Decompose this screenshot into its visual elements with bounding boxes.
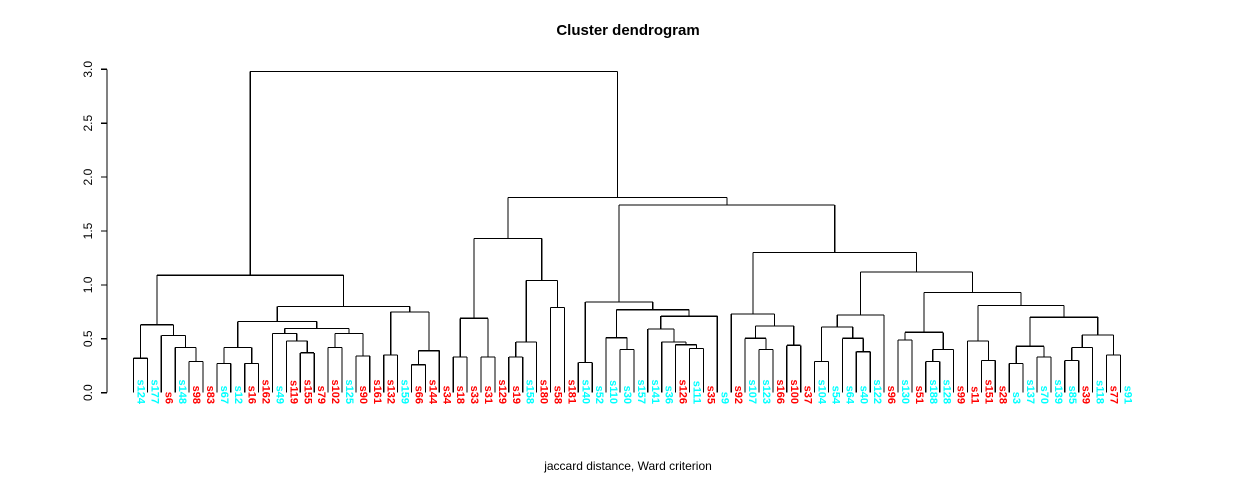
leaf-label: s79 bbox=[315, 386, 327, 404]
leaf-label: s107 bbox=[746, 380, 758, 404]
leaf-label: s102 bbox=[329, 380, 341, 404]
leaf-label: s70 bbox=[1038, 386, 1050, 404]
leaf-label: s83 bbox=[204, 386, 216, 404]
leaf-label: s157 bbox=[635, 380, 647, 404]
leaf-label: s64 bbox=[843, 386, 855, 405]
leaf-label: s122 bbox=[871, 380, 883, 404]
x-axis-caption: jaccard distance, Ward criterion bbox=[544, 459, 712, 473]
leaf-label: s85 bbox=[1066, 386, 1078, 404]
leaf-label: s141 bbox=[649, 380, 661, 404]
leaf-label: s31 bbox=[482, 386, 494, 404]
leaf-label: s155 bbox=[301, 380, 313, 404]
leaf-label: s118 bbox=[1094, 380, 1106, 404]
leaf-label: s51 bbox=[913, 386, 925, 404]
y-axis-tick-label: 3.0 bbox=[81, 61, 95, 78]
leaf-label: s100 bbox=[788, 380, 800, 404]
leaf-label: s35 bbox=[704, 386, 716, 404]
leaf-label: s11 bbox=[969, 386, 981, 404]
leaf-label: s91 bbox=[1121, 386, 1133, 404]
leaf-label: s18 bbox=[454, 386, 466, 404]
leaf-label: s34 bbox=[440, 386, 452, 405]
leaf-label: s9 bbox=[718, 392, 730, 404]
leaf-label: s6 bbox=[162, 392, 174, 404]
leaf-label: s39 bbox=[1080, 386, 1092, 404]
y-axis-tick-label: 2.0 bbox=[81, 168, 95, 185]
y-axis-tick-label: 1.0 bbox=[81, 276, 95, 293]
leaf-label: s67 bbox=[218, 386, 230, 404]
leaf-label: s126 bbox=[677, 380, 689, 404]
leaf-label: s104 bbox=[816, 380, 828, 405]
leaf-label: s159 bbox=[399, 380, 411, 404]
leaf-label: s140 bbox=[579, 380, 591, 404]
leaf-label: s58 bbox=[552, 386, 564, 404]
leaf-label: s128 bbox=[941, 380, 953, 404]
leaf-label: s92 bbox=[732, 386, 744, 404]
y-axis-tick-label: 2.5 bbox=[81, 115, 95, 132]
leaf-label: s12 bbox=[232, 386, 244, 404]
leaf-label: s96 bbox=[885, 386, 897, 404]
leaf-label: s137 bbox=[1024, 380, 1036, 404]
leaf-label: s132 bbox=[385, 380, 397, 404]
leaf-label: s66 bbox=[413, 386, 425, 404]
leaf-label: s37 bbox=[802, 386, 814, 404]
leaf-label: s33 bbox=[468, 386, 480, 404]
leaf-label: s124 bbox=[135, 380, 147, 405]
leaf-label: s111 bbox=[691, 381, 703, 404]
leaf-label: s3 bbox=[1010, 392, 1022, 404]
leaf-label: s49 bbox=[274, 386, 286, 404]
leaf-label: s161 bbox=[371, 380, 383, 404]
leaf-label: s123 bbox=[760, 380, 772, 404]
leaf-label: s98 bbox=[190, 386, 202, 404]
leaf-label: s177 bbox=[148, 380, 160, 404]
leaf-label: s36 bbox=[663, 386, 675, 404]
leaf-label: s54 bbox=[830, 386, 842, 405]
leaf-label: s139 bbox=[1052, 380, 1064, 404]
leaf-label: s28 bbox=[996, 386, 1008, 404]
chart-title: Cluster dendrogram bbox=[556, 22, 700, 39]
y-axis-tick-label: 1.5 bbox=[81, 222, 95, 239]
leaf-label: s110 bbox=[607, 380, 619, 404]
leaf-label: s19 bbox=[510, 386, 522, 404]
leaf-label: s180 bbox=[538, 380, 550, 404]
leaf-label: s148 bbox=[176, 380, 188, 404]
leaf-label: s130 bbox=[899, 380, 911, 404]
leaf-label: s181 bbox=[565, 380, 577, 404]
leaf-label: s125 bbox=[343, 380, 355, 404]
leaf-label: s188 bbox=[927, 380, 939, 404]
leaf-label: s162 bbox=[260, 380, 272, 404]
leaf-label: s77 bbox=[1108, 386, 1120, 404]
y-axis-tick-label: 0.0 bbox=[81, 384, 95, 401]
leaf-label: s158 bbox=[524, 380, 536, 404]
leaf-label: s40 bbox=[857, 386, 869, 404]
leaf-label: s90 bbox=[357, 386, 369, 404]
leaf-label: s151 bbox=[982, 380, 994, 404]
leaf-label: s119 bbox=[287, 380, 299, 404]
leaf-label: s129 bbox=[496, 380, 508, 404]
y-axis-tick-label: 0.5 bbox=[81, 330, 95, 347]
leaf-label: s166 bbox=[774, 380, 786, 404]
leaf-label: s99 bbox=[955, 386, 967, 404]
leaf-label: s52 bbox=[593, 386, 605, 404]
leaf-label: s30 bbox=[621, 386, 633, 404]
leaf-label: s144 bbox=[426, 380, 438, 405]
leaf-label: s16 bbox=[246, 386, 258, 404]
